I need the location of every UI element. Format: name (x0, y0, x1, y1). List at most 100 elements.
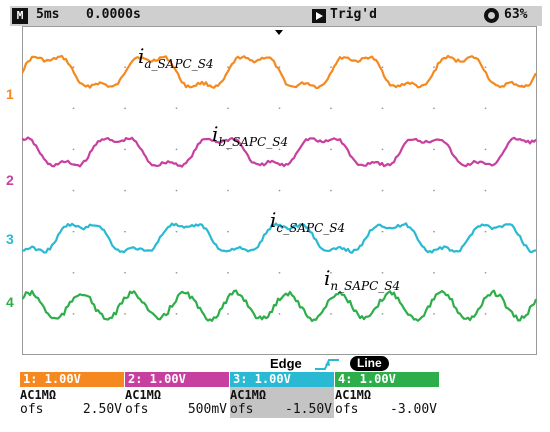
graticule-dot (227, 230, 229, 233)
mode-icon: M (12, 8, 28, 24)
channel-2-settings[interactable]: 2: 1.00V AC1MΩ ofs 500mV (125, 372, 229, 418)
graticule-dot (278, 148, 281, 151)
graticule-dot (227, 189, 229, 192)
horizontal-position-readout[interactable]: 0.0000s (86, 7, 141, 22)
channel-1-coupling: AC1MΩ (20, 388, 57, 402)
graticule-dot (536, 148, 537, 151)
trace-c-waveform (22, 222, 537, 254)
graticule-dot (278, 189, 281, 192)
trace-n-waveform (22, 289, 537, 323)
run-state-icon (312, 9, 326, 23)
graticule-dot (381, 66, 384, 68)
graticule-dot (433, 271, 435, 274)
graticule-dot (484, 107, 487, 110)
channel-3-marker[interactable]: 3 (6, 231, 14, 247)
channel-4-marker[interactable]: 4 (6, 294, 14, 310)
graticule-dot (175, 354, 178, 355)
graticule-dot (72, 271, 75, 274)
graticule-dot (330, 26, 332, 27)
graticule-dot (536, 313, 537, 315)
graticule-dot (175, 271, 178, 274)
channel-2-coupling: AC1MΩ (125, 388, 162, 402)
graticule-dot (330, 313, 332, 315)
trace-label-c: ic_SAPC_S4 (270, 208, 346, 235)
graticule-dot (227, 107, 229, 110)
graticule-dot (175, 313, 178, 315)
trace-label-n: in_SAPC_S4 (324, 266, 401, 293)
graticule-dot (72, 230, 75, 233)
channel-3-settings[interactable]: 3: 1.00V AC1MΩ ofs -1.50V (230, 372, 334, 418)
battery-icon (484, 8, 499, 23)
graticule-dot (536, 271, 537, 274)
trigger-type-label: Edge (270, 356, 302, 371)
graticule-dot (278, 271, 281, 274)
graticule-dot (175, 107, 178, 110)
graticule-dot (227, 354, 229, 355)
graticule-dot (381, 271, 384, 274)
graticule-dot (536, 66, 537, 68)
graticule-dot (72, 313, 75, 315)
timebase-readout[interactable]: 5ms (36, 7, 60, 22)
graticule-dot (536, 189, 537, 192)
graticule-dot (278, 313, 281, 315)
graticule-dot (72, 148, 75, 151)
graticule-dot (22, 313, 23, 315)
channel-2-marker[interactable]: 2 (6, 172, 14, 188)
channel-3-coupling: AC1MΩ (230, 388, 267, 402)
channel-3-header: 3: 1.00V (230, 372, 334, 387)
graticule-dot (72, 26, 75, 27)
channel-1-ofs-value: 2.50V (82, 402, 122, 417)
channel-4-settings[interactable]: 4: 1.00V AC1MΩ ofs -3.00V (335, 372, 439, 418)
graticule-dot (484, 271, 487, 274)
status-bar: M 5ms 0.0000s Trig'd 63% (10, 6, 542, 26)
graticule-dot (72, 189, 75, 192)
trigger-status: Trig'd (330, 7, 377, 22)
graticule-dot (227, 271, 229, 274)
trace-label-b: ib_SAPC_S4 (212, 122, 289, 149)
graticule-dot (484, 354, 487, 355)
graticule-dot (330, 66, 332, 68)
channel-1-ofs-label: ofs (20, 402, 44, 417)
channel-settings-bar: 1: 1.00V AC1MΩ ofs 2.50V 2: 1.00V AC1MΩ o… (20, 372, 540, 418)
graticule-dot (278, 354, 281, 355)
channel-2-ofs-label: ofs (125, 402, 149, 417)
trace-a-waveform (22, 54, 537, 90)
graticule-dot (330, 189, 332, 192)
trigger-source-badge[interactable]: Line (350, 356, 389, 371)
graticule-dot (433, 313, 435, 315)
graticule-dot (433, 189, 435, 192)
graticule-dot (433, 354, 435, 355)
graticule-dot (22, 66, 23, 68)
graticule-dot (433, 66, 435, 68)
graticule-dot (72, 354, 75, 355)
waveform-display[interactable]: ia_SAPC_S4 ib_SAPC_S4 ic_SAPC_S4 in_SAPC… (22, 26, 537, 355)
graticule-dot (381, 189, 384, 192)
graticule-dot (330, 107, 332, 110)
graticule-dot (484, 313, 487, 315)
graticule-dot (124, 148, 126, 151)
graticule-dot (330, 354, 332, 355)
graticule-dot (330, 230, 332, 233)
graticule-dot (278, 107, 281, 110)
graticule-dot (433, 107, 435, 110)
trace-b-waveform (22, 136, 537, 168)
graticule-dot (381, 354, 384, 355)
graticule-dot (124, 313, 126, 315)
graticule-dot (227, 148, 229, 151)
graticule-dot (381, 107, 384, 110)
graticule-dot (72, 66, 75, 68)
graticule-dot (22, 271, 23, 274)
graticule-dot (124, 230, 126, 233)
channel-1-header: 1: 1.00V (20, 372, 124, 387)
graticule-dot (227, 313, 229, 315)
channel-1-settings[interactable]: 1: 1.00V AC1MΩ ofs 2.50V (20, 372, 124, 418)
channel-4-ofs-value: -3.00V (390, 402, 437, 417)
graticule-dot (227, 26, 229, 27)
graticule-dot (381, 313, 384, 315)
channel-4-coupling: AC1MΩ (335, 388, 372, 402)
graticule-dot (175, 148, 178, 151)
channel-1-marker[interactable]: 1 (6, 86, 14, 102)
graticule-dot (72, 107, 75, 110)
channel-3-ofs-label: ofs (230, 402, 254, 417)
graticule-dot (484, 148, 487, 151)
